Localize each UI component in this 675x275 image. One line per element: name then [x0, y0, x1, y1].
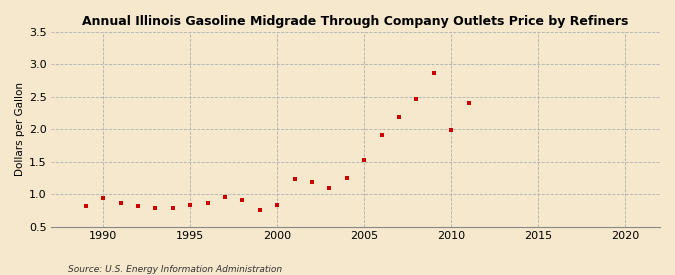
Point — [150, 206, 161, 210]
Y-axis label: Dollars per Gallon: Dollars per Gallon — [15, 82, 25, 176]
Point — [429, 71, 439, 75]
Point — [80, 204, 91, 209]
Point — [115, 201, 126, 205]
Point — [376, 133, 387, 137]
Point — [324, 185, 335, 190]
Point — [254, 208, 265, 213]
Point — [394, 115, 404, 119]
Point — [133, 204, 144, 208]
Point — [463, 101, 474, 106]
Point — [446, 128, 456, 132]
Point — [359, 158, 370, 163]
Point — [185, 202, 196, 207]
Point — [306, 180, 317, 184]
Text: Source: U.S. Energy Information Administration: Source: U.S. Energy Information Administ… — [68, 265, 281, 274]
Point — [342, 176, 352, 180]
Point — [290, 176, 300, 181]
Point — [167, 206, 178, 210]
Point — [219, 195, 230, 200]
Point — [272, 202, 283, 207]
Point — [237, 198, 248, 202]
Title: Annual Illinois Gasoline Midgrade Through Company Outlets Price by Refiners: Annual Illinois Gasoline Midgrade Throug… — [82, 15, 628, 28]
Point — [98, 196, 109, 200]
Point — [202, 201, 213, 205]
Point — [411, 97, 422, 101]
